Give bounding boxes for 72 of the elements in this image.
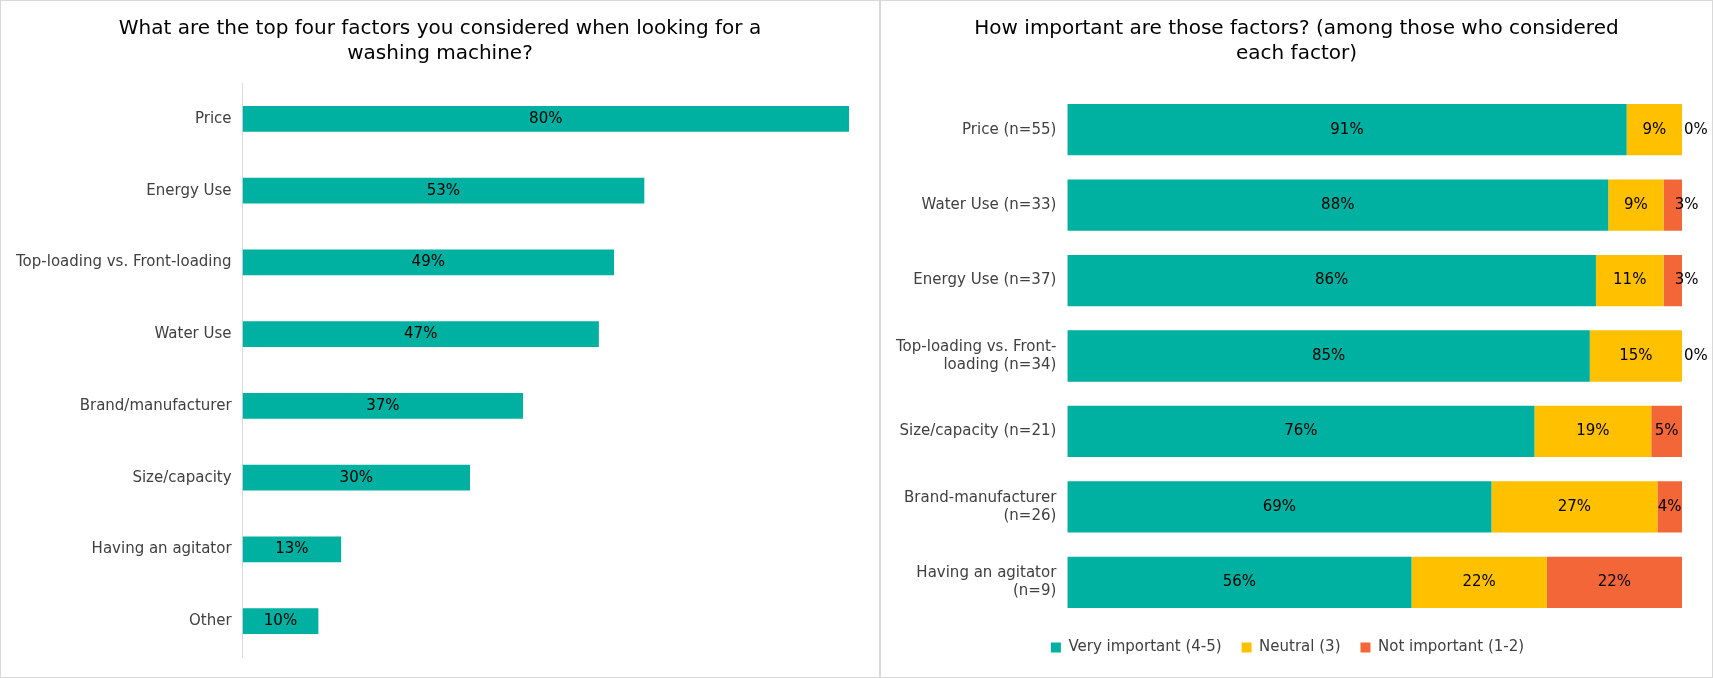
y-tick-label: Top-loading vs. Front-loading [14, 252, 232, 271]
data-label: 30% [339, 467, 373, 486]
bar [1651, 405, 1682, 458]
bar [1067, 330, 1590, 382]
data-label: 5% [1654, 421, 1679, 440]
bar [1595, 254, 1664, 307]
y-tick-label: Energy Use [146, 180, 232, 199]
bar [1067, 405, 1535, 458]
y-tick-label: Top-loading vs. Front-loading (n=34) [895, 336, 1057, 373]
bar [242, 177, 645, 204]
data-label: 9% [1642, 119, 1667, 138]
data-label: 4% [1657, 496, 1682, 515]
bar [1657, 481, 1682, 533]
data-label: 27% [1557, 496, 1592, 515]
y-tick-label: Size/capacity (n=21) [899, 421, 1057, 440]
bar [1626, 104, 1682, 156]
chart-title: What are the top four factors you considered when looking for a washing machine? [117, 15, 763, 66]
data-label: 22% [1462, 572, 1496, 591]
y-tick-label: Price (n=55) [962, 119, 1057, 138]
chart-title: How important are those factors? (among those who considered each factor) [973, 15, 1620, 66]
y-tick-label: Brand/manufacturer [79, 395, 233, 414]
bar [1067, 481, 1492, 533]
data-label: 0% [1684, 119, 1708, 138]
bar [242, 321, 599, 348]
y-tick-label: Brand-manufacturer (n=26) [904, 487, 1058, 524]
y-tick-label: Other [188, 611, 233, 630]
data-label: 10% [263, 611, 298, 630]
bar [1491, 481, 1658, 533]
bar [1067, 254, 1596, 307]
legend-label: Very important (4-5) [1068, 637, 1222, 656]
y-tick-label: Water Use (n=33) [921, 195, 1057, 214]
legend-label: Not important (1-2) [1377, 637, 1525, 656]
data-label: 37% [366, 395, 400, 414]
data-label: 76% [1284, 421, 1318, 440]
data-label: 91% [1330, 119, 1364, 138]
y-tick-label: Having an agitator [91, 539, 233, 558]
bar [242, 392, 524, 419]
bar [1534, 405, 1652, 458]
data-label: 11% [1613, 270, 1647, 289]
bar [242, 608, 319, 635]
y-tick-label: Price [194, 108, 232, 127]
data-label: 13% [275, 539, 309, 558]
data-label: 85% [1311, 345, 1346, 364]
bar [242, 105, 849, 132]
data-label: 15% [1619, 345, 1653, 364]
bar [242, 536, 342, 563]
y-tick-label: Water Use [154, 324, 232, 343]
y-tick-label: Having an agitator (n=9) [916, 563, 1058, 600]
data-label: 80% [529, 108, 563, 127]
y-tick-label: Size/capacity [132, 467, 232, 486]
data-label: 53% [426, 180, 461, 199]
data-label: 86% [1314, 270, 1349, 289]
y-tick-label: Energy Use (n=37) [913, 270, 1057, 289]
data-label: 0% [1684, 345, 1708, 364]
data-label: 22% [1597, 572, 1632, 591]
data-label: 19% [1576, 421, 1610, 440]
data-label: 56% [1222, 572, 1257, 591]
data-label: 49% [411, 252, 445, 271]
data-label: 69% [1262, 496, 1297, 515]
data-label: 88% [1321, 195, 1355, 214]
legend-label: Neutral (3) [1259, 637, 1341, 656]
data-label: 47% [404, 324, 438, 343]
bar [1546, 556, 1682, 608]
data-label: 9% [1624, 195, 1648, 214]
bar [1067, 556, 1412, 608]
bar [1411, 556, 1547, 608]
bar [242, 464, 470, 491]
bar [1589, 330, 1682, 382]
bar [1608, 179, 1664, 231]
bar [1067, 179, 1609, 231]
bar [1067, 104, 1627, 156]
bar [242, 249, 615, 276]
